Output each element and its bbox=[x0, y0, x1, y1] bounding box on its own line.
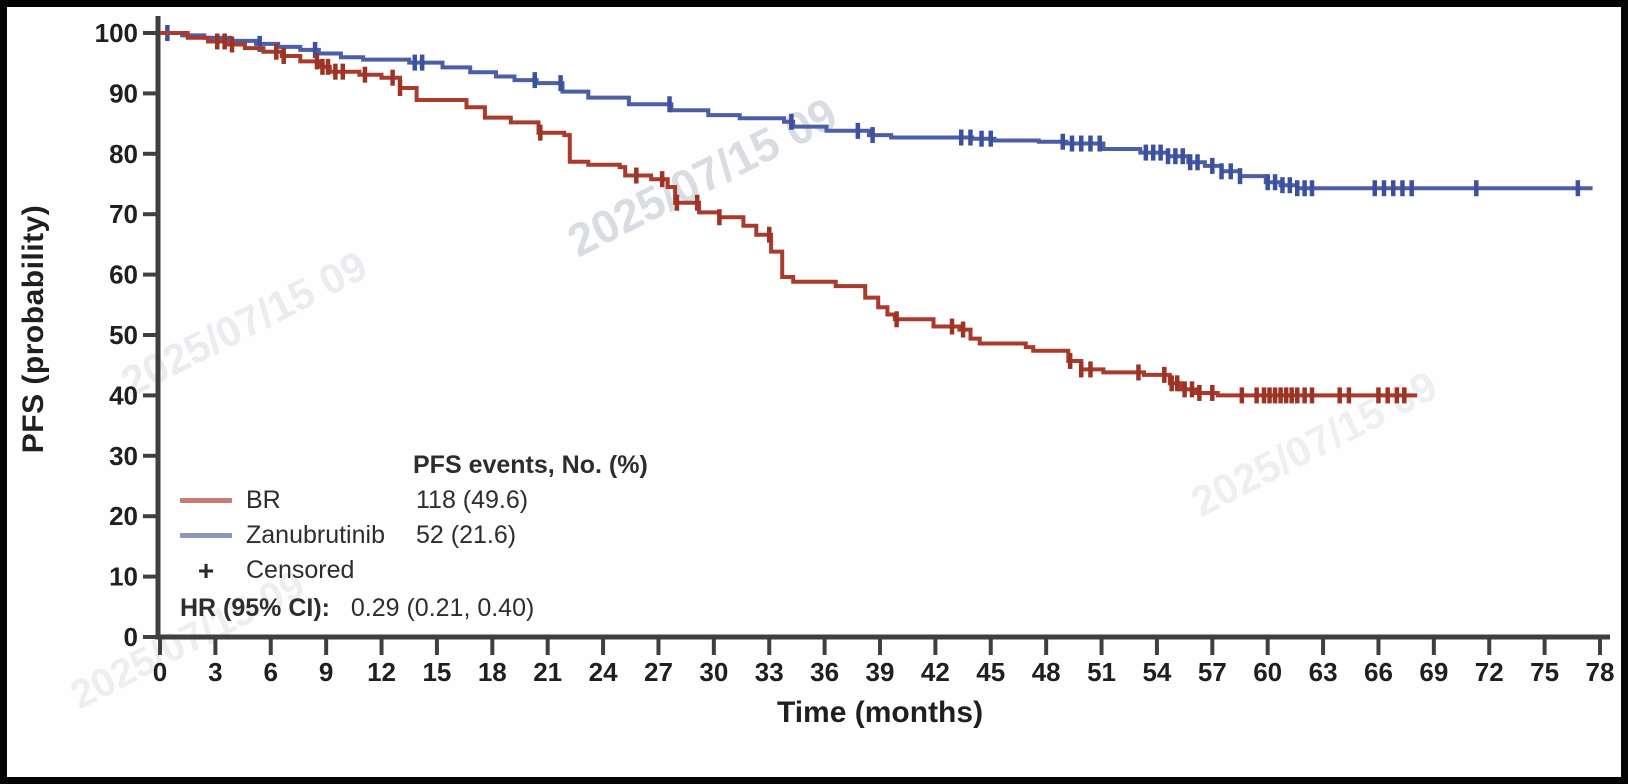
x-tick-label: 39 bbox=[866, 657, 895, 687]
hr-value: 0.29 (0.21, 0.40) bbox=[336, 594, 535, 622]
x-tick-label: 30 bbox=[699, 657, 728, 687]
legend-label-br: BR bbox=[246, 486, 281, 514]
y-tick-label: 0 bbox=[124, 622, 138, 652]
y-tick-label: 10 bbox=[109, 562, 138, 592]
legend-label-zanubrutinib: Zanubrutinib bbox=[246, 521, 385, 549]
x-tick-label: 63 bbox=[1309, 657, 1338, 687]
hr-label: HR (95% CI): bbox=[180, 594, 331, 622]
x-tick-label: 9 bbox=[319, 657, 333, 687]
br-curve bbox=[160, 31, 1418, 404]
y-tick-label: 80 bbox=[109, 139, 138, 169]
legend-item-censored: + Censored bbox=[180, 553, 648, 588]
x-tick-label: 78 bbox=[1586, 657, 1615, 687]
censored-plus-icon: + bbox=[197, 554, 215, 586]
x-tick-label: 69 bbox=[1419, 657, 1448, 687]
x-tick-label: 42 bbox=[921, 657, 950, 687]
x-tick-label: 33 bbox=[755, 657, 784, 687]
x-tick-label: 18 bbox=[478, 657, 507, 687]
legend-item-zanubrutinib: Zanubrutinib 52 (21.6) bbox=[180, 518, 648, 553]
x-tick-label: 72 bbox=[1475, 657, 1504, 687]
x-tick-label: 54 bbox=[1142, 657, 1171, 687]
y-tick-label: 70 bbox=[109, 199, 138, 229]
x-tick-label: 66 bbox=[1364, 657, 1393, 687]
y-tick-label: 100 bbox=[95, 18, 138, 48]
x-tick-label: 24 bbox=[589, 657, 618, 687]
x-tick-label: 15 bbox=[422, 657, 451, 687]
zanubrutinib-line-swatch bbox=[180, 533, 232, 538]
y-tick-label: 60 bbox=[109, 260, 138, 290]
x-tick-label: 3 bbox=[208, 657, 222, 687]
zanubrutinib-events-value: 52 (21.6) bbox=[416, 521, 517, 549]
axes bbox=[155, 16, 1610, 640]
y-axis-title: PFS (probability) bbox=[17, 204, 50, 454]
y-tick-label: 50 bbox=[109, 320, 138, 350]
br-censor-marks bbox=[214, 33, 1407, 404]
x-tick-label: 75 bbox=[1530, 657, 1559, 687]
y-axis-ticks: 0 10 20 30 40 50 60 70 80 90 100 bbox=[95, 18, 156, 652]
x-tick-label: 48 bbox=[1032, 657, 1061, 687]
x-tick-label: 45 bbox=[976, 657, 1005, 687]
x-tick-label: 57 bbox=[1198, 657, 1227, 687]
y-tick-label: 30 bbox=[109, 441, 138, 471]
x-tick-label: 0 bbox=[153, 657, 167, 687]
x-tick-label: 60 bbox=[1253, 657, 1282, 687]
x-tick-label: 51 bbox=[1087, 657, 1116, 687]
x-tick-label: 21 bbox=[533, 657, 562, 687]
y-tick-label: 90 bbox=[109, 78, 138, 108]
legend-label-censored: Censored bbox=[246, 556, 355, 584]
legend-events-header: PFS events, No. (%) bbox=[413, 451, 648, 479]
y-tick-label: 40 bbox=[109, 380, 138, 410]
x-tick-label: 36 bbox=[810, 657, 839, 687]
zanubrutinib-curve bbox=[160, 25, 1593, 197]
x-axis-ticks: 0 3 6 9 12 15 18 21 24 27 30 33 36 39 42 45 48 51 54 57 60 63… bbox=[153, 639, 1615, 687]
br-events-value: 118 (49.6) bbox=[416, 486, 529, 514]
x-tick-label: 6 bbox=[264, 657, 278, 687]
legend-item-br: BR 118 (49.6) bbox=[180, 483, 648, 518]
hazard-ratio-text: HR (95% CI): 0.29 (0.21, 0.40) bbox=[180, 591, 648, 626]
br-line-swatch bbox=[180, 498, 232, 503]
y-tick-label: 20 bbox=[109, 501, 138, 531]
x-tick-label: 27 bbox=[644, 657, 673, 687]
x-axis-title: Time (months) bbox=[776, 696, 984, 729]
zanubrutinib-censor-marks bbox=[165, 25, 1581, 197]
legend: PFS events, No. (%) BR 118 (49.6) Zanubr… bbox=[180, 448, 648, 626]
x-tick-label: 12 bbox=[367, 657, 396, 687]
